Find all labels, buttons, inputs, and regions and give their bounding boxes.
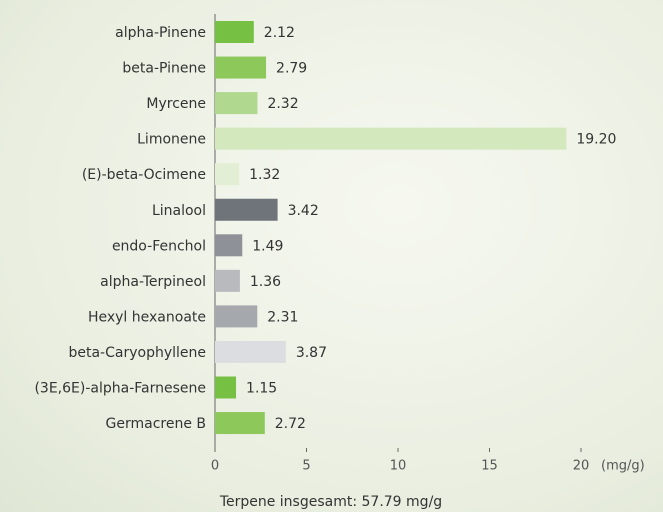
- bar: [215, 234, 243, 257]
- x-tick-label: 0: [211, 459, 219, 474]
- bar: [215, 21, 254, 43]
- y-tick-label: Limonene: [137, 132, 206, 148]
- bar: [215, 56, 267, 79]
- bar: [215, 127, 567, 150]
- x-tick-label: 5: [302, 459, 310, 474]
- x-axis-label: (mg/g): [601, 459, 645, 474]
- x-tick-label: 20: [573, 459, 590, 474]
- value-label: 2.31: [267, 309, 298, 325]
- y-tick-label: alpha-Terpineol: [100, 274, 206, 290]
- y-tick-label: Hexyl hexanoate: [88, 309, 206, 325]
- bar: [215, 376, 237, 399]
- y-tick-label: (3E,6E)-alpha-Farnesene: [34, 381, 206, 397]
- total-annotation: Terpene insgesamt: 57.79 mg/g: [219, 494, 442, 510]
- bar: [215, 412, 265, 435]
- value-label: 2.72: [275, 416, 306, 432]
- bar: [215, 269, 240, 292]
- value-label: 2.32: [267, 96, 298, 112]
- bar: [215, 92, 258, 115]
- value-label: 3.42: [288, 203, 319, 219]
- y-tick-label: Myrcene: [146, 96, 206, 112]
- y-tick-label: Germacrene B: [106, 416, 207, 432]
- bar: [215, 198, 278, 221]
- value-label: 1.36: [250, 274, 281, 290]
- y-tick-label: (E)-beta-Ocimene: [82, 167, 206, 183]
- value-label: 2.79: [276, 61, 307, 77]
- bar: [215, 340, 286, 363]
- x-tick-label: 10: [390, 459, 407, 474]
- y-tick-label: alpha-Pinene: [115, 25, 206, 41]
- y-tick-label: beta-Caryophyllene: [68, 345, 206, 361]
- bar: [215, 163, 240, 186]
- value-label: 19.20: [576, 132, 616, 148]
- value-label: 1.49: [252, 238, 283, 254]
- y-tick-label: endo-Fenchol: [112, 238, 206, 254]
- value-label: 1.15: [246, 381, 277, 397]
- y-tick-label: beta-Pinene: [122, 61, 206, 77]
- value-label: 3.87: [296, 345, 327, 361]
- x-tick-label: 15: [481, 459, 498, 474]
- value-label: 2.12: [264, 25, 295, 41]
- bar: [215, 305, 258, 328]
- value-label: 1.32: [249, 167, 280, 183]
- y-tick-label: Linalool: [152, 203, 206, 219]
